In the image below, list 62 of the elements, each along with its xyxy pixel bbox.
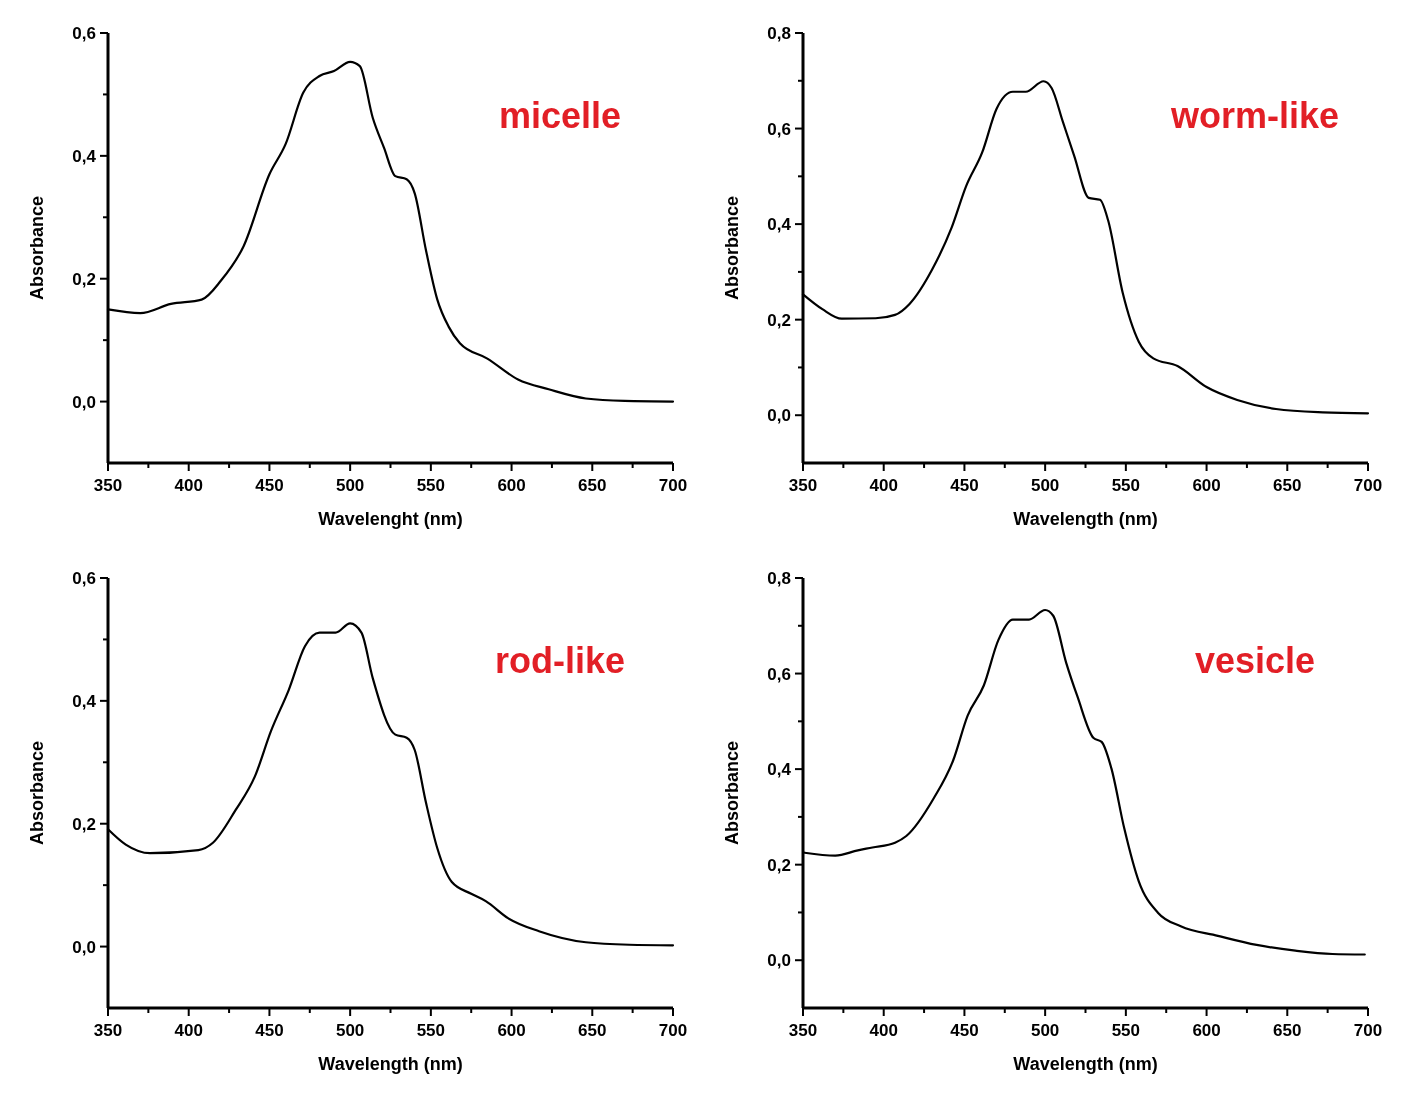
x-tick-label: 500 — [335, 476, 365, 495]
y-axis-title: Absorbance — [27, 740, 47, 846]
x-tick-label: 550 — [416, 476, 446, 495]
x-axis-title: Wavelength (nm) — [1013, 509, 1158, 529]
x-tick-label: 350 — [788, 1021, 818, 1040]
x-tick-label: 400 — [869, 1021, 898, 1040]
x-tick-label: 400 — [174, 476, 203, 495]
x-tick-label: 600 — [497, 1021, 526, 1040]
x-axis-title: Wavelenght (nm) — [318, 509, 463, 529]
x-tick-label: 450 — [950, 1021, 979, 1040]
y-tick-label: 0,2 — [72, 814, 96, 834]
y-tick-label: 0,6 — [767, 664, 791, 684]
y-tick-label: 0,6 — [767, 119, 791, 139]
x-tick-label: 500 — [1030, 476, 1060, 495]
x-tick-label: 650 — [578, 1021, 607, 1040]
y-tick-label: 0,4 — [767, 215, 792, 235]
x-tick-label: 550 — [416, 1021, 446, 1040]
x-tick-label: 450 — [950, 476, 979, 495]
y-tick-label: 0,8 — [767, 568, 791, 588]
x-tick-label: 400 — [869, 476, 898, 495]
x-tick-label: 500 — [1030, 1021, 1060, 1040]
annotation: rod-like — [494, 639, 626, 681]
annotation: micelle — [498, 94, 622, 136]
y-axis-title: Absorbance — [27, 195, 47, 301]
x-tick-label: 450 — [255, 476, 284, 495]
x-tick-label: 600 — [1192, 476, 1221, 495]
x-tick-label: 600 — [497, 476, 526, 495]
y-tick-label: 0,0 — [72, 937, 96, 957]
y-tick-label: 0,0 — [72, 392, 96, 412]
y-tick-label: 0,6 — [72, 568, 96, 588]
x-tick-label: 600 — [1192, 1021, 1221, 1040]
x-tick-label: 700 — [1353, 1021, 1383, 1040]
x-tick-label: 700 — [1353, 476, 1383, 495]
y-tick-label: 0,0 — [767, 406, 791, 426]
x-tick-label: 650 — [578, 476, 607, 495]
y-axis-title: Absorbance — [722, 195, 742, 301]
x-tick-label: 700 — [658, 1021, 688, 1040]
y-tick-label: 0,4 — [72, 691, 97, 711]
y-axis-title: Absorbance — [722, 740, 742, 846]
x-tick-label: 700 — [658, 476, 688, 495]
y-tick-label: 0,0 — [767, 951, 791, 971]
x-tick-label: 650 — [1273, 1021, 1302, 1040]
annotation: vesicle — [1194, 639, 1316, 681]
x-tick-label: 350 — [93, 476, 123, 495]
y-tick-label: 0,2 — [767, 310, 791, 330]
x-tick-label: 550 — [1111, 476, 1141, 495]
x-axis-title: Wavelength (nm) — [318, 1054, 463, 1074]
x-axis-title: Wavelength (nm) — [1013, 1054, 1158, 1074]
x-tick-label: 450 — [255, 1021, 284, 1040]
y-tick-label: 0,2 — [767, 855, 791, 875]
x-tick-label: 650 — [1273, 476, 1302, 495]
y-tick-label: 0,4 — [72, 146, 97, 166]
x-tick-label: 350 — [93, 1021, 123, 1040]
x-tick-label: 550 — [1111, 1021, 1141, 1040]
x-tick-label: 500 — [335, 1021, 365, 1040]
y-tick-label: 0,4 — [767, 760, 792, 780]
x-tick-label: 400 — [174, 1021, 203, 1040]
x-tick-label: 350 — [788, 476, 818, 495]
annotation: worm-like — [1169, 94, 1340, 136]
y-tick-label: 0,8 — [767, 23, 791, 43]
y-tick-label: 0,6 — [72, 23, 96, 43]
y-tick-label: 0,2 — [72, 269, 96, 289]
